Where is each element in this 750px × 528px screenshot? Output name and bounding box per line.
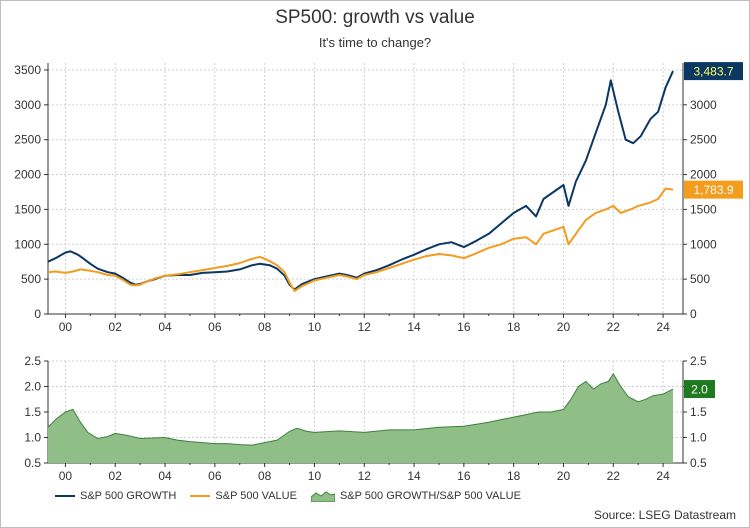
top-ytick-right-label-5: 2500	[690, 133, 717, 147]
top-ytick-right-label-6: 3000	[690, 98, 717, 112]
top-ytick-right-label-2: 1000	[690, 237, 717, 251]
top-xtick-label-8: 16	[457, 320, 471, 334]
legend-label-value: S&P 500 VALUE	[215, 490, 297, 502]
top-xtick-label-6: 12	[358, 320, 372, 334]
top-ytick-right-label-1: 500	[690, 272, 710, 286]
last-value-value: 1,783.9	[693, 183, 733, 197]
bottom-xtick-label-4: 08	[258, 469, 272, 483]
series-line-value	[47, 187, 674, 292]
last-value-growth: 3,483.7	[693, 65, 733, 79]
top-ytick-right-label-0: 0	[690, 307, 697, 321]
last-value-growth-bg	[684, 62, 743, 81]
bottom-xtick-label-1: 02	[109, 469, 123, 483]
top-ytick-left-label-5: 2500	[14, 133, 41, 147]
bottom-ytick-left-label-0: 0.5	[24, 456, 41, 470]
top-xtick-label-5: 10	[308, 320, 322, 334]
top-xtick-label-1: 02	[109, 320, 123, 334]
legend-item-growth: S&P 500 GROWTH	[55, 490, 176, 502]
top-xtick-label-2: 04	[158, 320, 172, 334]
last-value-ratio: 2.0	[691, 383, 708, 397]
bottom-xtick-label-7: 14	[407, 469, 421, 483]
top-ytick-right-label-4: 2000	[690, 168, 717, 182]
top-xtick-label-4: 08	[258, 320, 272, 334]
legend-item-ratio: S&P 500 GROWTH/S&P 500 VALUE	[310, 490, 521, 502]
chart-subtitle: It's time to change?	[318, 35, 432, 50]
bottom-ytick-left-label-4: 2.5	[24, 354, 41, 368]
top-ytick-left-label-3: 1500	[14, 202, 41, 216]
bottom-xtick-label-6: 12	[358, 469, 372, 483]
legend: S&P 500 GROWTH S&P 500 VALUE S&P 500 GRO…	[55, 490, 521, 502]
source-note: Source: LSEG Datastream	[593, 508, 736, 522]
top-ytick-left-label-4: 2000	[14, 168, 41, 182]
bottom-ytick-left-label-1: 1.0	[24, 431, 41, 445]
top-ytick-left-label-0: 0	[34, 307, 41, 321]
bottom-xtick-label-12: 24	[656, 469, 670, 483]
bottom-xtick-label-11: 22	[607, 469, 621, 483]
bottom-ytick-right-label-0: 0.5	[690, 456, 707, 470]
top-xtick-label-12: 24	[656, 320, 670, 334]
bottom-ytick-left-label-2: 1.5	[24, 405, 41, 419]
top-xtick-label-0: 00	[59, 320, 73, 334]
top-xtick-label-11: 22	[607, 320, 621, 334]
bottom-xtick-label-0: 00	[59, 469, 73, 483]
legend-swatch-growth	[55, 495, 75, 497]
bottom-xtick-label-2: 04	[158, 469, 172, 483]
legend-swatch-value	[190, 495, 211, 497]
bottom-xtick-label-8: 16	[457, 469, 471, 483]
bottom-ytick-right-label-1: 1.0	[690, 431, 707, 445]
legend-label-growth: S&P 500 GROWTH	[80, 490, 177, 502]
top-ytick-left-label-1: 500	[21, 272, 41, 286]
bottom-xtick-label-5: 10	[308, 469, 322, 483]
chart-title: SP500: growth vs value	[275, 7, 475, 28]
bottom-ytick-right-label-4: 2.5	[690, 354, 707, 368]
top-xtick-label-3: 06	[208, 320, 222, 334]
bottom-xtick-label-10: 20	[557, 469, 571, 483]
top-ytick-right-label-3: 1500	[690, 202, 717, 216]
top-ytick-left-label-6: 3000	[14, 98, 41, 112]
bottom-xtick-label-9: 18	[507, 469, 521, 483]
last-value-value-bg	[684, 180, 743, 199]
top-xtick-label-7: 14	[407, 320, 421, 334]
legend-label-ratio: S&P 500 GROWTH/S&P 500 VALUE	[339, 490, 521, 502]
bottom-xtick-label-3: 06	[208, 469, 222, 483]
series-line-growth	[47, 70, 674, 291]
top-ytick-left-label-2: 1000	[14, 237, 41, 251]
bottom-ytick-left-label-3: 2.0	[24, 380, 41, 394]
top-xtick-label-9: 18	[507, 320, 521, 334]
last-value-ratio-bg	[684, 380, 715, 399]
bottom-ytick-right-label-2: 1.5	[690, 405, 707, 419]
legend-swatch-ratio	[310, 491, 335, 502]
top-xtick-label-10: 20	[557, 320, 571, 334]
ratio-area	[48, 373, 673, 463]
legend-item-value: S&P 500 VALUE	[190, 490, 297, 502]
top-ytick-left-label-7: 3500	[14, 63, 41, 77]
